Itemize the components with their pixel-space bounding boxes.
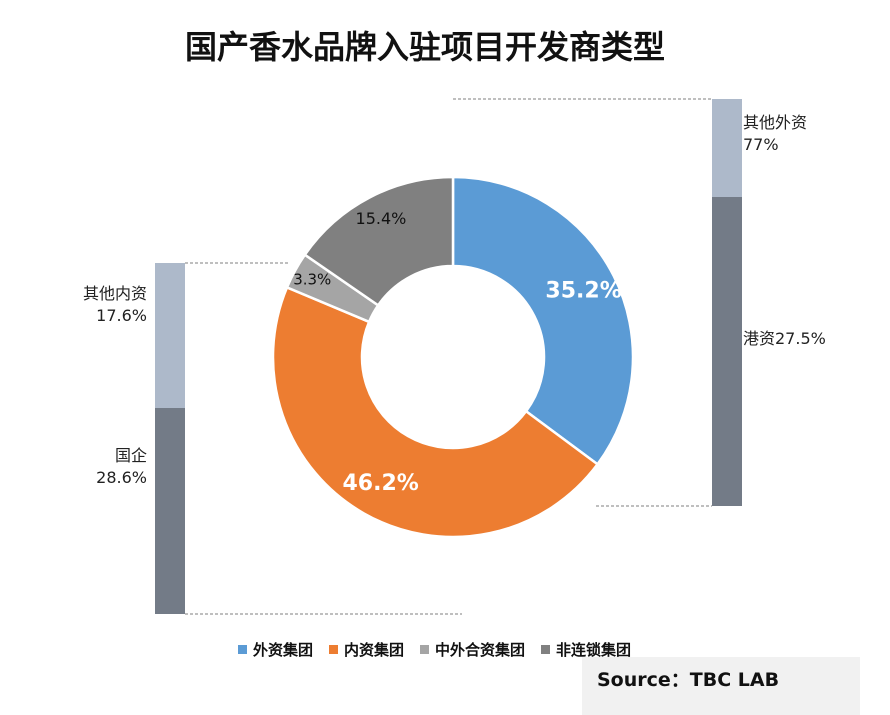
slice-data-label: 46.2%	[342, 471, 418, 496]
legend-item-foreign: 外资集团	[238, 639, 313, 660]
legend-swatch	[329, 644, 339, 654]
donut-slices	[271, 175, 635, 539]
breakdown-bar-segment-2-2	[155, 408, 185, 614]
source-text: Source：TBC LAB	[597, 669, 780, 691]
legend-swatch	[420, 644, 430, 654]
legend-swatch	[541, 644, 551, 654]
source-box: Source：TBC LAB	[582, 657, 860, 715]
chart-title: 国产香水品牌入驻项目开发商类型	[184, 28, 665, 66]
legend-label: 非连锁集团	[556, 640, 632, 659]
breakdown-label-other-foreign: 其他外资 77%	[743, 113, 808, 154]
legend-swatch	[238, 644, 247, 654]
legend-label: 中外合资集团	[435, 640, 526, 659]
legend-item-joint: 中外合资集团	[420, 639, 525, 660]
legend-item-domestic: 内资集团	[329, 639, 404, 660]
breakdown-label-soe: 国企 28.6%	[96, 446, 147, 487]
breakdown-bars	[155, 99, 742, 614]
donut-slice-2	[271, 285, 600, 539]
breakdown-label-hk: 港资27.5%	[743, 329, 826, 348]
connector-lines	[185, 98, 712, 615]
legend-item-nonchain: 非连锁集团	[541, 639, 631, 660]
legend-label: 外资集团	[253, 640, 314, 659]
breakdown-label-other-domestic: 其他内资 17.6%	[82, 284, 147, 325]
breakdown-bar-segment-2-1	[155, 263, 185, 408]
slice-data-label: 15.4%	[356, 209, 407, 228]
donut-slice-4	[303, 175, 455, 308]
legend-label: 内资集团	[344, 640, 405, 659]
slice-data-label: 3.3%	[293, 271, 331, 289]
slice-labels: 35.2% 46.2% 3.3% 15.4%	[293, 209, 622, 496]
breakdown-bar-segment-1-1	[712, 99, 742, 197]
slice-data-label: 35.2%	[545, 278, 621, 303]
breakdown-bar-segment-1-2	[712, 197, 742, 506]
chart-legend: 外资集团 内资集团 中外合资集团 非连锁集团	[238, 638, 631, 660]
donut-slice-1	[451, 175, 635, 467]
